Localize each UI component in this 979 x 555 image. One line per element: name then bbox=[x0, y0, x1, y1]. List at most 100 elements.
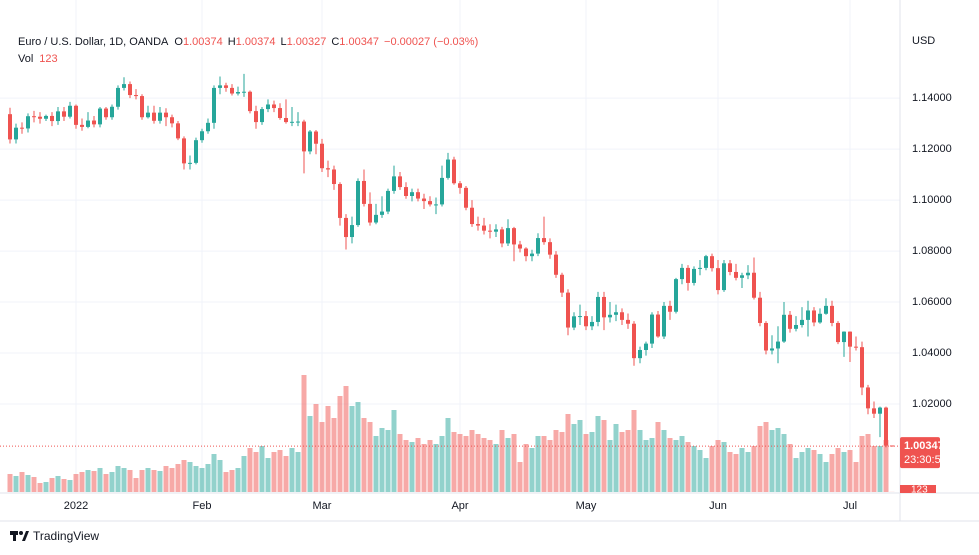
volume-bar bbox=[709, 446, 715, 492]
volume-bar bbox=[481, 438, 487, 492]
volume-bar bbox=[283, 456, 289, 492]
candle-body bbox=[452, 159, 456, 184]
candle-body bbox=[140, 96, 144, 118]
candle-body bbox=[530, 253, 534, 257]
candle-body bbox=[770, 348, 774, 351]
volume-bar bbox=[475, 434, 481, 492]
volume-bar bbox=[721, 442, 727, 492]
volume-bar bbox=[547, 440, 553, 492]
ohlc-key: L bbox=[280, 36, 286, 48]
volume-bar bbox=[7, 474, 13, 492]
volume-bar bbox=[589, 432, 595, 492]
volume-bar bbox=[655, 422, 661, 492]
volume-bar bbox=[625, 430, 631, 492]
candle-body bbox=[704, 256, 708, 268]
candle-body bbox=[332, 169, 336, 185]
candle-body bbox=[128, 84, 132, 96]
volume-bar bbox=[487, 440, 493, 492]
volume-bar bbox=[739, 448, 745, 492]
volume-bar bbox=[643, 440, 649, 492]
volume-bar bbox=[13, 476, 19, 492]
candle-body bbox=[134, 95, 138, 97]
volume-bar bbox=[757, 426, 763, 492]
volume-bar bbox=[727, 452, 733, 492]
volume-bar bbox=[847, 450, 853, 492]
volume-bar bbox=[187, 462, 193, 492]
volume-bar bbox=[289, 448, 295, 492]
volume-bar bbox=[277, 450, 283, 492]
candle-body bbox=[98, 108, 102, 125]
volume-bar bbox=[31, 477, 37, 492]
candle-body bbox=[818, 313, 822, 323]
candle-body bbox=[782, 314, 786, 342]
candle-body bbox=[194, 140, 198, 163]
candle-body bbox=[302, 121, 306, 152]
volume-bar bbox=[253, 452, 259, 492]
x-tick-label: Feb bbox=[193, 500, 212, 512]
candle-body bbox=[878, 407, 882, 414]
candle-body bbox=[368, 203, 372, 223]
volume-bar bbox=[205, 464, 211, 492]
candle-body bbox=[182, 138, 186, 164]
candle-body bbox=[698, 267, 702, 269]
volume-bar bbox=[523, 444, 529, 492]
candle-body bbox=[872, 408, 876, 414]
volume-bar bbox=[271, 452, 277, 492]
volume-layer bbox=[7, 375, 895, 492]
volume-bar bbox=[145, 468, 151, 492]
volume-bar bbox=[235, 468, 241, 492]
volume-bar bbox=[397, 434, 403, 492]
candle-body bbox=[536, 238, 540, 254]
volume-bar bbox=[883, 440, 889, 492]
volume-bar bbox=[529, 448, 535, 492]
candle-body bbox=[44, 115, 48, 119]
candle-body bbox=[338, 184, 342, 218]
volume-bar bbox=[631, 410, 637, 492]
volume-bar bbox=[517, 462, 523, 492]
volume-bar bbox=[745, 452, 751, 492]
volume-bar bbox=[403, 440, 409, 492]
candle-body bbox=[146, 112, 150, 118]
volume-bar bbox=[751, 446, 757, 492]
candle-body bbox=[74, 105, 78, 125]
candle-body bbox=[86, 120, 90, 127]
volume-bar bbox=[871, 446, 877, 492]
volume-bar bbox=[595, 416, 601, 492]
candle-body bbox=[320, 143, 324, 169]
currency-label: USD bbox=[912, 35, 935, 47]
candle-body bbox=[188, 162, 192, 164]
volume-bar bbox=[361, 418, 367, 492]
brand-logo bbox=[10, 531, 29, 541]
candle-body bbox=[422, 198, 426, 202]
volume-bar bbox=[787, 444, 793, 492]
volume-bar bbox=[469, 430, 475, 492]
volume-bar bbox=[679, 436, 685, 492]
volume-bar bbox=[565, 414, 571, 492]
candle-body bbox=[680, 267, 684, 280]
volume-bar bbox=[763, 422, 769, 492]
candle-body bbox=[764, 322, 768, 351]
volume-bar bbox=[367, 422, 373, 492]
candle-body bbox=[392, 176, 396, 191]
volume-bar bbox=[379, 428, 385, 492]
volume-bar bbox=[307, 416, 313, 492]
candle-body bbox=[38, 116, 42, 119]
ohlc-value: 1.00347 bbox=[339, 36, 379, 48]
candle-body bbox=[500, 229, 504, 244]
candle-body bbox=[254, 111, 258, 123]
ohlc-value: 1.00374 bbox=[183, 36, 223, 48]
candle-body bbox=[350, 225, 354, 238]
candle-body bbox=[518, 244, 522, 249]
ohlc-value: 1.00374 bbox=[236, 36, 276, 48]
volume-bar bbox=[421, 444, 427, 492]
volume-bar bbox=[169, 468, 175, 492]
candle-body bbox=[596, 296, 600, 322]
candle-body bbox=[296, 121, 300, 123]
candle-body bbox=[386, 190, 390, 212]
volume-bar bbox=[121, 468, 127, 492]
ohlc-key: O bbox=[174, 36, 183, 48]
candle-body bbox=[470, 207, 474, 225]
candle-body bbox=[212, 87, 216, 123]
volume-bar bbox=[601, 420, 607, 492]
